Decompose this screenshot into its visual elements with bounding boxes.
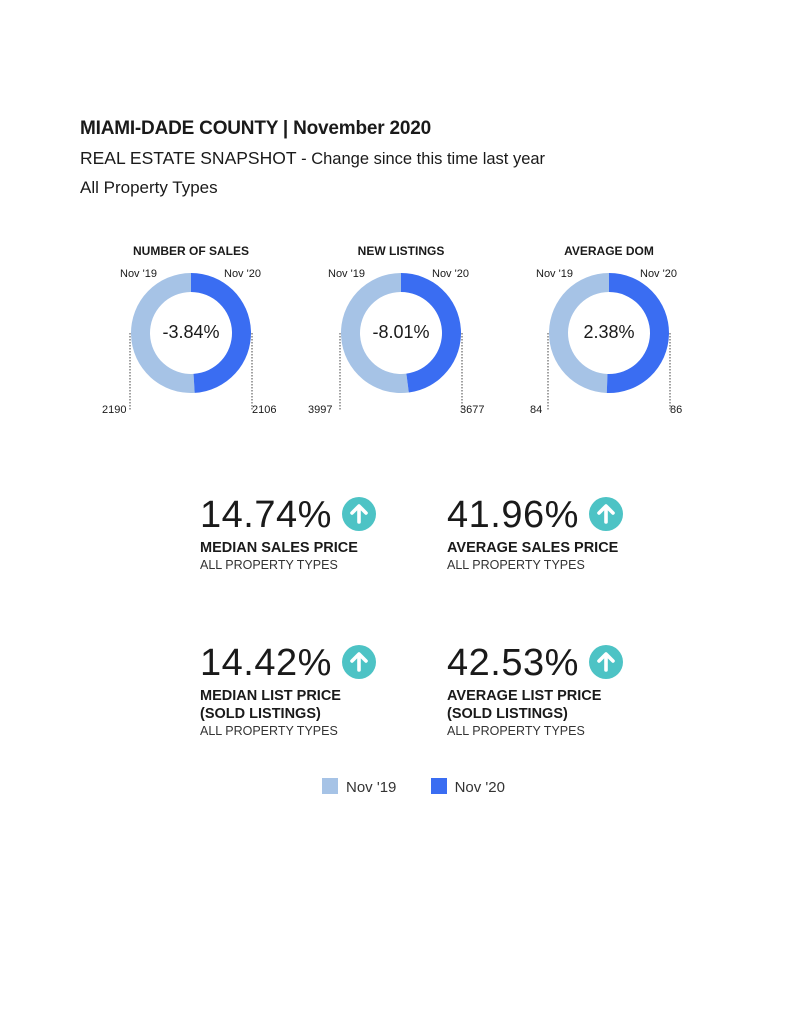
metric-name: MEDIAN LIST PRICE (200, 688, 341, 704)
donut-new-listings: NEW LISTINGS Nov '19 Nov '20 -8.01% 3997… (306, 244, 496, 434)
donut-title: NEW LISTINGS (357, 244, 445, 258)
chart-legend: Nov '19 Nov '20 (322, 778, 535, 796)
metric-value: 42.53% (447, 642, 579, 684)
series-label-prev: Nov '19 (120, 268, 157, 280)
change-percent: 2.38% (583, 322, 635, 342)
donut-slice-prev (131, 273, 195, 393)
change-percent: -3.84% (162, 322, 220, 342)
metric-name-line2: (SOLD LISTINGS) (200, 706, 321, 722)
legend-swatch-prev (322, 778, 338, 794)
metric-name-line2: (SOLD LISTINGS) (447, 706, 568, 722)
arrow-up-icon (588, 496, 623, 531)
donut-svg (339, 273, 463, 410)
value-label-curr: 86 (670, 404, 683, 416)
subtitle-main: REAL ESTATE SNAPSHOT (80, 148, 297, 168)
series-label-curr: Nov '20 (224, 268, 261, 280)
donut-title: AVERAGE DOM (564, 244, 654, 258)
donut-svg (547, 273, 671, 410)
metric-value: 41.96% (447, 494, 579, 536)
change-percent: -8.01% (372, 322, 430, 342)
donut-slice-curr (401, 273, 461, 393)
series-label-curr: Nov '20 (640, 268, 677, 280)
arrow-up-icon (341, 644, 376, 679)
metric-name: AVERAGE SALES PRICE (447, 540, 619, 556)
metric-name: AVERAGE LIST PRICE (447, 688, 602, 704)
value-label-curr: 3677 (460, 404, 485, 416)
legend-swatch-curr (430, 778, 447, 794)
page-title: MIAMI-DADE COUNTY | November 2020 (80, 118, 431, 139)
donut-slice-curr (191, 273, 252, 393)
donut-slice-prev (340, 273, 409, 393)
donut-number-of-sales: NUMBER OF SALES Nov '19 Nov '20 -3.84% 2… (96, 244, 286, 434)
value-label-curr: 2106 (252, 404, 277, 416)
value-label-prev: 3997 (308, 404, 333, 416)
metric-subtitle: ALL PROPERTY TYPES (447, 558, 585, 572)
legend-label-prev: Nov '19 (346, 779, 397, 796)
metric-value: 14.74% (200, 494, 332, 536)
donut-average-dom: AVERAGE DOM Nov '19 Nov '20 2.38% 84 86 (514, 244, 704, 434)
legend-item-curr: Nov '20 (430, 778, 505, 796)
series-label-prev: Nov '19 (328, 268, 365, 280)
legend-item-prev: Nov '19 (322, 778, 396, 796)
property-types-label: All Property Types (80, 178, 218, 197)
legend-label-curr: Nov '20 (454, 779, 505, 796)
metric-average-list-price: 42.53% AVERAGE LIST PRICE (SOLD LISTINGS… (447, 642, 707, 739)
metric-subtitle: ALL PROPERTY TYPES (447, 724, 585, 738)
metric-name: MEDIAN SALES PRICE (200, 540, 358, 556)
donut-slice-prev (548, 273, 609, 393)
metric-median-sales-price: 14.74% MEDIAN SALES PRICE ALL PROPERTY T… (200, 494, 460, 573)
metric-median-list-price: 14.42% MEDIAN LIST PRICE (SOLD LISTINGS)… (200, 642, 460, 739)
arrow-up-icon (341, 496, 376, 531)
series-label-prev: Nov '19 (536, 268, 573, 280)
series-label-curr: Nov '20 (432, 268, 469, 280)
subtitle-change: - Change since this time last year (296, 150, 546, 168)
value-label-prev: 2190 (102, 404, 127, 416)
value-label-prev: 84 (530, 404, 543, 416)
metric-subtitle: ALL PROPERTY TYPES (200, 724, 338, 738)
donut-title: NUMBER OF SALES (132, 244, 249, 258)
page-subtitle: REAL ESTATE SNAPSHOT - Change since this… (80, 148, 545, 169)
arrow-up-icon (588, 644, 623, 679)
metric-subtitle: ALL PROPERTY TYPES (200, 558, 338, 572)
donut-svg (129, 273, 253, 410)
metric-value: 14.42% (200, 642, 332, 684)
donut-slice-curr (606, 273, 669, 393)
metric-average-sales-price: 41.96% AVERAGE SALES PRICE ALL PROPERTY … (447, 494, 707, 573)
